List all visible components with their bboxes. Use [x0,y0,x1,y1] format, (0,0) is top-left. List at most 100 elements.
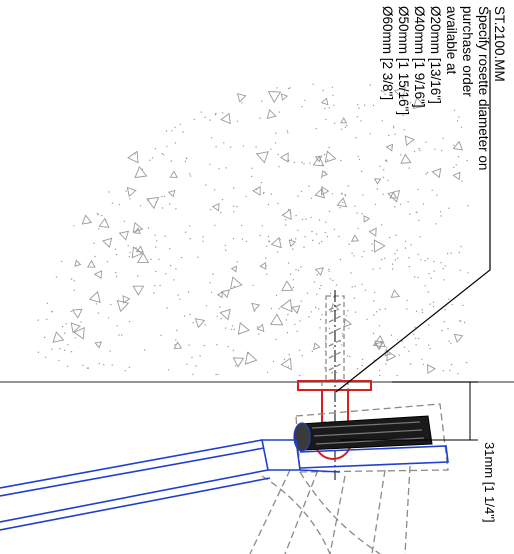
dimension-label: 31mm [1 1/4"] [482,442,497,522]
aggregate-dot [401,340,404,343]
aggregate-dot [217,373,219,375]
aggregate-dot [319,318,322,321]
aggregate-dot [155,270,157,273]
aggregate-stone [230,276,243,290]
aggregate-dot [215,373,217,376]
aggregate-dot [390,334,393,336]
aggregate-dot [292,248,294,250]
aggregate-dot [80,321,82,323]
aggregate-stone [74,259,82,267]
aggregate-dot [456,120,459,122]
aggregate-dot [374,203,377,206]
aggregate-dot [404,247,407,249]
aggregate-dot [200,111,203,113]
aggregate-dot [325,221,327,223]
aggregate-dot [231,325,234,327]
aggregate-dot [331,193,334,195]
aggregate-dot [406,308,408,310]
aggregate-dot [46,302,48,304]
aggregate-dot [287,132,289,134]
aggregate-dot [287,366,289,368]
aggregate-dot [166,307,168,309]
aggregate-dot [277,251,279,253]
aggregate-dot [354,311,357,313]
aggregate-dot [295,214,297,217]
aggregate-stone [230,265,238,273]
aggregate-stone [216,291,223,299]
aggregate-dot [297,269,300,272]
aggregate-dot [64,349,66,351]
aggregate-dot [400,154,402,156]
aggregate-dot [379,308,381,311]
aggregate-dot [277,202,279,205]
aggregate-dot [383,91,385,93]
aggregate-dot [97,312,100,314]
aggregate-dot [358,107,360,109]
aggregate-dot [334,122,336,124]
aggregate-stone [431,168,442,179]
aggregate-dot [394,259,396,261]
aggregate-dot [310,311,312,313]
aggregate-dot [372,332,375,335]
aggregate-dot [220,318,222,320]
aggregate-dot [379,165,381,168]
aggregate-dot [443,321,445,323]
aggregate-dot [353,297,356,299]
aggregate-dot [324,367,326,369]
aggregate-stone [389,191,398,199]
aggregate-dot [236,120,239,122]
aggregate-dot [417,188,419,191]
aggregate-dot [380,258,383,261]
aggregate-dot [110,303,112,306]
aggregate-dot [402,114,404,117]
aggregate-dot [154,148,157,150]
aggregate-stone [73,326,85,340]
aggregate-stone [266,109,277,120]
aggregate-dot [220,211,222,214]
aggregate-dot [128,366,130,369]
aggregate-dot [421,309,423,311]
aggregate-dot [309,162,311,164]
aggregate-dot [295,238,297,240]
concrete-aggregate-hatch [37,83,469,377]
aggregate-dot [284,219,287,221]
aggregate-dot [101,214,103,217]
aggregate-dot [70,310,72,313]
aggregate-dot [415,344,417,346]
aggregate-stone [267,91,282,104]
aggregate-dot [360,120,362,122]
aggregate-dot [312,83,314,85]
aggregate-dot [232,205,235,207]
aggregate-dot [448,207,450,209]
aggregate-dot [382,176,385,179]
aggregate-dot [341,335,344,337]
aggregate-stone [81,214,93,225]
aggregate-dot [216,315,218,317]
aggregate-stone [126,186,137,198]
aggregate-dot [266,245,268,247]
note-line-6: Ø40mm [1 9/16"] [412,6,427,108]
aggregate-stone [350,234,360,242]
aggregate-dot [299,320,301,322]
aggregate-dot [346,355,349,357]
aggregate-dot [362,194,364,196]
aggregate-dot [316,293,318,295]
aggregate-dot [373,300,375,302]
aggregate-dot [300,266,302,268]
aggregate-dot [67,344,69,346]
aggregate-dot [325,118,327,121]
aggregate-dot [361,213,363,215]
aggregate-dot [408,167,410,169]
aggregate-stone [127,150,139,164]
aggregate-dot [210,137,213,139]
aggregate-dot [44,356,47,358]
aggregate-dot [356,368,359,370]
aggregate-dot [318,219,321,221]
aggregate-dot [285,319,288,321]
aggregate-stone [256,323,265,332]
aggregate-dot [414,326,416,328]
aggregate-stone [98,217,110,228]
aggregate-dot [394,206,396,208]
aggregate-dot [116,275,118,278]
aggregate-stone [211,202,220,212]
